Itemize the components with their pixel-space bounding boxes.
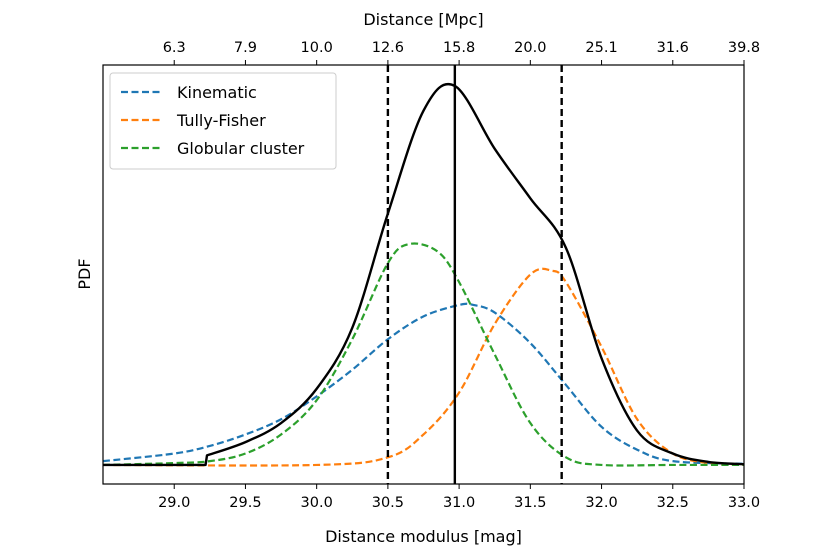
top-tick-label: 20.0 [514,40,546,56]
x-tick-label: 32.5 [657,495,689,511]
top-tick-label: 12.6 [372,40,404,56]
series-line-tully-fisher [103,267,744,467]
x-tick-label: 30.5 [372,495,404,511]
legend-box [109,72,337,170]
x-tick-label: 32.0 [585,495,617,511]
top-axis-label: Distance [Mpc] [363,10,483,29]
x-tick-label: 31.5 [514,495,546,511]
x-tick-label: 33.0 [728,495,760,511]
legend-label-globular-cluster: Globular cluster [177,139,305,158]
top-tick-label: 15.8 [443,40,475,56]
series-line-globular-cluster [103,242,744,467]
top-tick-label: 10.0 [301,40,333,56]
series-line-combined [103,82,744,467]
top-tick-label: 39.8 [728,40,760,56]
x-tick-label: 29.5 [229,495,261,511]
y-axis-label: PDF [75,258,94,289]
top-tick-label: 25.1 [585,40,617,56]
legend-label-tully-fisher: Tully-Fisher [176,111,266,130]
x-tick-label: 30.0 [301,495,333,511]
legend: Kinematic Tully-Fisher Globular cluster [109,72,337,170]
plot-frame [102,64,745,485]
top-tick-label: 7.9 [234,40,257,56]
top-tick-label: 6.3 [163,40,186,56]
legend-label-kinematic: Kinematic [177,83,257,102]
x-axis-label: Distance modulus [mag] [325,527,522,546]
series-line-kinematic [103,302,744,465]
top-tick-label: 31.6 [657,40,689,56]
x-tick-label: 29.0 [158,495,190,511]
x-tick-label: 31.0 [443,495,475,511]
